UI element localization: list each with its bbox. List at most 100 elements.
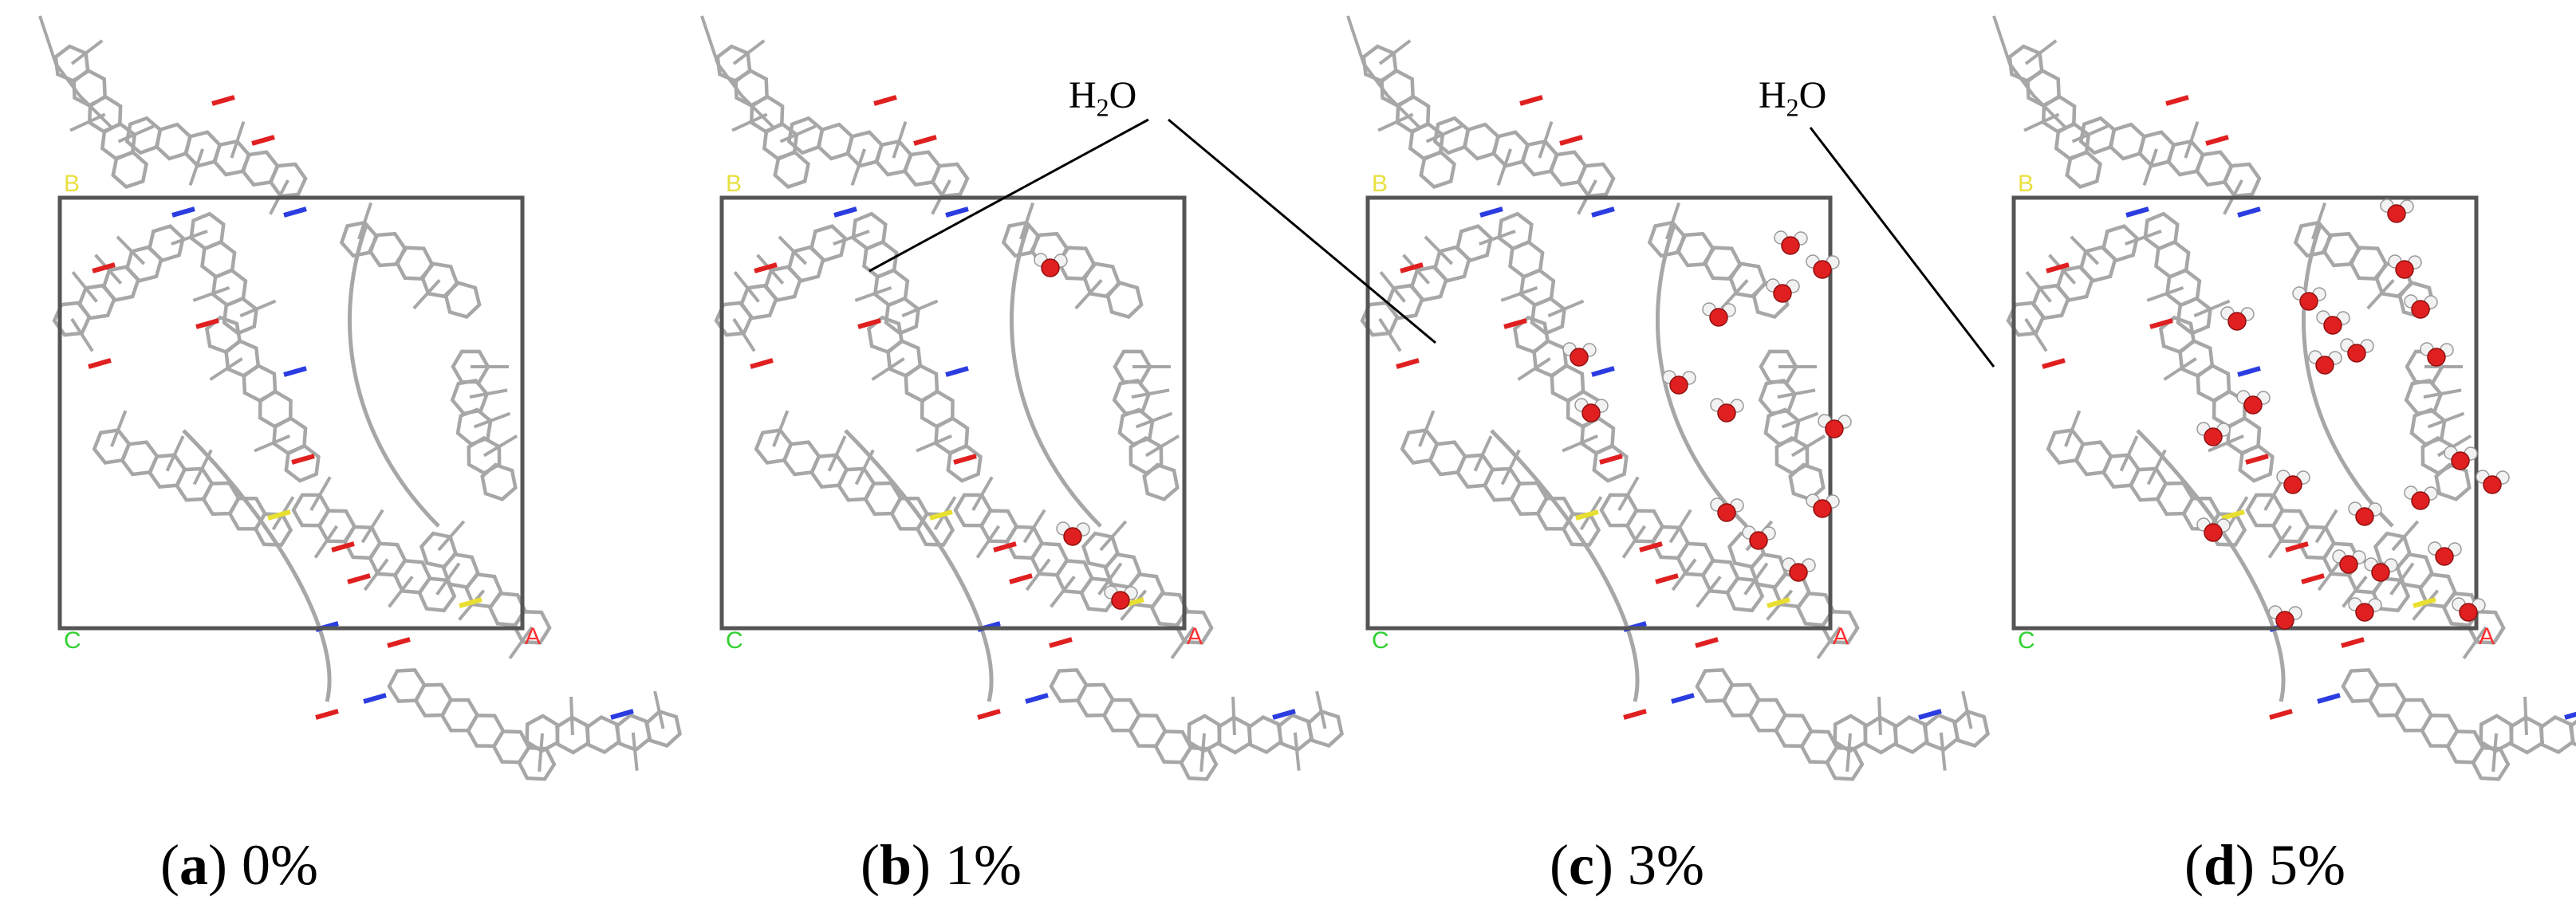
backbone-chain <box>182 429 332 702</box>
panels-group: B C A B C A B C A B C A <box>38 15 2576 781</box>
bond <box>1315 690 1327 729</box>
bond <box>1781 411 1819 429</box>
water-molecule <box>1710 398 1744 423</box>
aromatic-ring <box>417 576 457 613</box>
oxygen-atom <box>1400 262 1424 273</box>
oxygen-atom <box>2299 292 2318 311</box>
bond <box>569 696 574 735</box>
bond <box>2412 589 2440 621</box>
water-molecule <box>1562 342 1597 367</box>
aromatic-ring <box>1758 378 1798 416</box>
caption-panel-d: (d) 5% <box>2184 833 2346 897</box>
aromatic-ring <box>284 443 321 483</box>
sulfur-atom <box>459 597 483 608</box>
callout-line <box>869 118 1149 273</box>
oxygen-atom <box>1519 95 1543 106</box>
water-molecule <box>2404 294 2438 319</box>
bond <box>1170 626 1195 659</box>
oxygen-atom <box>1813 260 1832 279</box>
oxygen-atom <box>195 318 219 329</box>
oxygen-atom <box>291 454 315 465</box>
caption-panel-b: (b) 1% <box>861 833 1022 897</box>
oxygen-atom <box>2275 611 2294 630</box>
bond <box>2314 509 2338 544</box>
bond <box>192 285 230 302</box>
aromatic-ring <box>930 162 970 199</box>
oxygen-atom <box>1599 454 1623 465</box>
bond <box>2071 124 2109 144</box>
oxygen-atom <box>2165 95 2189 106</box>
aromatic-ring <box>1759 349 1798 384</box>
aromatic-ring <box>1455 224 1493 263</box>
nitrogen-atom <box>833 206 857 218</box>
bond <box>117 124 155 144</box>
aromatic-ring <box>585 715 621 754</box>
axis-letter-b: B <box>726 171 742 197</box>
axis-letter-b: B <box>1372 171 1388 197</box>
oxygen-atom <box>1669 375 1688 395</box>
oxygen-atom <box>2285 541 2309 552</box>
oxygen-atom <box>1789 563 1808 582</box>
bond <box>1877 696 1882 735</box>
water-molecule <box>1104 585 1138 610</box>
oxygen-atom <box>873 95 897 106</box>
aromatic-ring <box>644 709 682 748</box>
water-molecule <box>1782 557 1816 582</box>
oxygen-atom <box>1623 709 1647 720</box>
caption-panel-c: (c) 3% <box>1550 833 1704 897</box>
water-molecule <box>1806 254 1840 279</box>
callout-h2o-1: H2O <box>1069 74 1137 122</box>
water-molecule <box>2364 557 2398 582</box>
bond <box>116 235 146 265</box>
bond <box>357 202 373 240</box>
aromatic-ring <box>443 281 482 320</box>
aromatic-ring <box>1112 378 1152 416</box>
aromatic-ring <box>1725 576 1765 613</box>
bond <box>2024 317 2048 352</box>
oxygen-atom <box>2347 344 2366 363</box>
water-molecule <box>1702 302 1736 327</box>
oxygen-atom <box>1570 348 1589 367</box>
bond <box>1720 279 1749 310</box>
oxygen-atom <box>1813 499 1832 518</box>
axis-letter-c: C <box>726 627 743 654</box>
axis-letter-a: A <box>1187 623 1203 650</box>
water-molecule <box>1710 497 1744 522</box>
nitrogen-atom <box>1671 693 1695 704</box>
aromatic-ring <box>1825 745 1865 781</box>
bond <box>2146 285 2184 302</box>
oxygen-atom <box>2395 260 2414 279</box>
water-molecule <box>1034 253 1068 277</box>
water-molecule <box>2452 597 2486 622</box>
nitrogen-atom <box>1591 206 1615 218</box>
sulfur-atom <box>2413 597 2436 608</box>
bond <box>1199 733 1206 773</box>
bond <box>188 148 204 187</box>
alkyl-tail <box>700 15 775 129</box>
water-molecule <box>2388 254 2422 279</box>
sulfur-atom <box>929 509 953 521</box>
nitrogen-atom <box>363 693 387 704</box>
alkyl-tail <box>1346 15 1421 129</box>
bond <box>165 435 185 472</box>
bond <box>458 589 486 621</box>
bond <box>653 690 665 729</box>
aromatic-ring <box>480 462 518 501</box>
oxygen-atom <box>1655 573 1679 584</box>
nitrogen-atom <box>2317 693 2341 704</box>
aromatic-ring <box>2101 224 2139 263</box>
bond <box>2119 435 2139 472</box>
water-molecule <box>1766 278 1800 303</box>
aromatic-ring <box>884 296 920 336</box>
oxygen-atom <box>993 541 1017 552</box>
axis-letter-b: B <box>64 171 80 197</box>
nitrogen-atom <box>1591 366 1615 377</box>
oxygen-atom <box>387 637 411 648</box>
sulfur-atom <box>2221 509 2245 521</box>
water-molecule <box>1574 398 1609 423</box>
oxygen-atom <box>2205 135 2229 146</box>
aromatic-ring <box>2539 715 2575 754</box>
callout-line <box>1809 127 1995 368</box>
oxygen-atom <box>211 95 235 106</box>
water-molecule <box>2236 390 2271 415</box>
